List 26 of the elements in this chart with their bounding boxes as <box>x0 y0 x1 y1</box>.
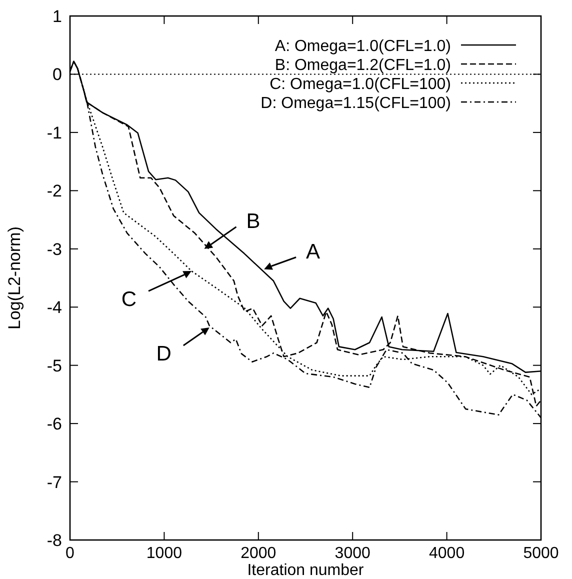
y-tick-label: 0 <box>52 65 62 84</box>
y-tick-label: -7 <box>46 472 62 492</box>
y-tick-label: -5 <box>46 356 62 376</box>
y-tick-label: 1 <box>52 7 62 26</box>
x-tick-label: 2000 <box>240 545 276 562</box>
annotation: D <box>156 342 172 366</box>
y-tick-label: -3 <box>46 240 62 259</box>
y-tick-label: -6 <box>46 414 62 434</box>
x-tick-label: 1000 <box>146 545 182 562</box>
annotation: A <box>306 240 320 264</box>
x-tick-label: 5000 <box>523 545 559 562</box>
y-tick-label: -8 <box>46 531 62 550</box>
legend-label: A: Omega=1.0(CFL=1.0) <box>274 38 451 55</box>
x-axis-title: Iteration number <box>247 562 364 579</box>
legend-label: B: Omega=1.2(CFL=1.0) <box>274 57 451 74</box>
legend-label: C: Omega=1.0(CFL=100) <box>270 76 451 93</box>
x-tick-label: 0 <box>66 545 75 562</box>
y-tick-label: -2 <box>46 182 62 201</box>
y-tick-label: -1 <box>46 123 62 142</box>
x-tick-label: 3000 <box>334 545 370 562</box>
legend-label: D: Omega=1.15(CFL=100) <box>260 95 451 112</box>
y-tick-label: -4 <box>46 298 62 318</box>
annotation: B <box>246 210 260 233</box>
annotation: C <box>121 288 137 312</box>
x-tick-label: 4000 <box>429 545 465 562</box>
y-axis-title: Log(L2-norm) <box>5 226 24 330</box>
